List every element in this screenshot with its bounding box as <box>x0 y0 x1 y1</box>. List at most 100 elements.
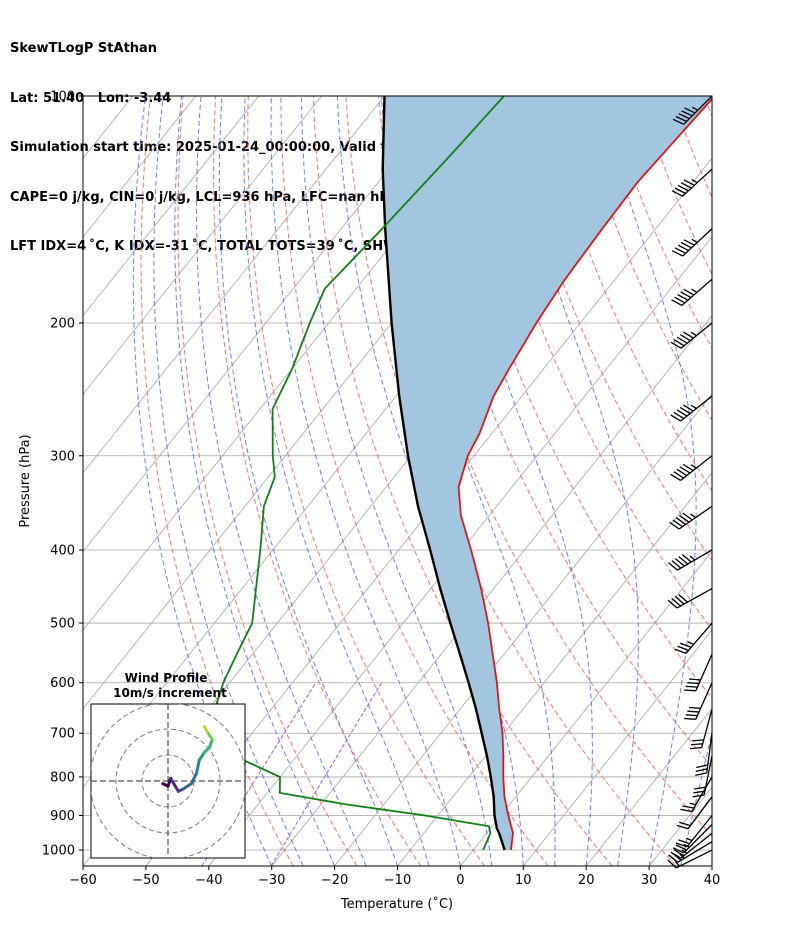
wind-barb-staff <box>682 168 713 197</box>
dry-adiabat-line <box>247 96 485 866</box>
wind-barb-flag <box>669 521 680 530</box>
y-tick-label: 700 <box>50 727 75 742</box>
wind-barb-flag <box>689 746 702 750</box>
isotherm-line <box>585 708 712 866</box>
wind-barb-flag <box>668 562 678 571</box>
dry-adiabat-line <box>140 96 294 866</box>
station-title: SkewTLogP StAthan <box>10 41 158 56</box>
wind-barb <box>670 395 713 422</box>
wind-barb <box>695 733 713 777</box>
x-tick-label: −40 <box>195 873 222 888</box>
y-tick-label: 800 <box>50 770 75 785</box>
wind-barb <box>670 322 713 349</box>
wind-barb-flag <box>672 847 684 854</box>
moist-adiabat-line <box>301 96 493 866</box>
y-axis-label: Pressure (hPa) <box>18 434 33 527</box>
wind-barb-flag <box>679 334 691 342</box>
wind-barb <box>684 653 713 692</box>
wind-barb-flag <box>684 107 696 114</box>
isotherm-line <box>460 550 712 866</box>
x-tick-label: 0 <box>456 873 464 888</box>
wind-barb-flag <box>677 645 689 651</box>
wind-barb-flag <box>676 409 688 417</box>
moist-adiabat-line <box>505 96 639 866</box>
wind-barb-flag <box>677 244 689 252</box>
wind-barb-flag <box>692 739 704 742</box>
wind-barb-flag <box>677 293 689 301</box>
dewpoint-line <box>210 96 505 851</box>
wind-barb-flag <box>671 560 682 569</box>
wind-barb-flag <box>679 642 692 648</box>
wind-barb-half-flag <box>679 853 685 859</box>
mixing-ratio-line <box>201 682 317 866</box>
wind-barb-staff <box>695 653 713 692</box>
wind-barb-flag <box>687 710 700 713</box>
moist-adiabat-line <box>132 96 273 866</box>
wind-barb-staff <box>685 622 713 654</box>
dry-adiabat-line <box>540 96 712 492</box>
hodograph-trace <box>161 724 214 793</box>
isotherm-line <box>648 786 712 866</box>
hodograph-segment <box>182 782 193 791</box>
temperature-line <box>457 97 712 851</box>
wind-barb-flag <box>693 790 706 794</box>
wind-barb-staff <box>677 841 713 863</box>
wind-barb <box>667 587 713 609</box>
x-tick-label: 20 <box>578 873 595 888</box>
wind-barb-half-flag <box>689 555 696 561</box>
wind-barb <box>675 815 713 848</box>
wind-barb-flag <box>680 241 692 249</box>
x-tick-label: 40 <box>704 873 721 888</box>
wind-barb-flag <box>685 714 698 717</box>
wind-barb-half-flag <box>691 106 699 111</box>
wind-barb-flag <box>678 593 688 603</box>
wind-barb-flag <box>670 473 681 482</box>
hodograph-segment <box>197 750 206 762</box>
wind-barb <box>671 278 713 307</box>
wind-barb-flag <box>678 556 689 565</box>
wind-barb-flag <box>675 115 687 123</box>
wind-barb-half-flag <box>690 513 696 519</box>
hodograph-segment <box>195 758 201 775</box>
wind-barb-staff <box>691 776 713 812</box>
dry-adiabat-line <box>671 96 712 199</box>
wind-barb-flag <box>681 554 692 563</box>
isotherm-line <box>271 314 712 866</box>
wind-barb-flag <box>683 239 695 246</box>
wind-barb-staff <box>683 824 713 854</box>
wind-barb-flag <box>667 859 677 869</box>
y-tick-label: 200 <box>50 316 75 331</box>
wind-barb-flag <box>692 794 705 798</box>
dry-adiabat-line <box>770 96 794 866</box>
wind-barb-flag <box>696 764 708 769</box>
wind-barb-flag <box>684 717 696 720</box>
x-axis-label: Temperature (˚C) <box>340 896 453 912</box>
wind-barb-flag <box>678 839 690 845</box>
wind-barb-staff <box>676 587 713 609</box>
hodograph-segment <box>169 776 180 793</box>
dry-adiabat-line <box>280 96 549 866</box>
dry-adiabat-line <box>737 96 794 866</box>
x-tick-label: −60 <box>69 873 96 888</box>
hodograph-subtitle: 10m/s increment <box>113 686 227 700</box>
isotherm-line <box>83 96 322 395</box>
wind-barb-flag <box>670 341 682 349</box>
y-tick-label: 300 <box>50 449 75 464</box>
hodograph-segment <box>205 730 214 741</box>
wind-barb-half-flag <box>690 404 697 410</box>
wind-barb-half-flag <box>690 464 697 469</box>
wind-barb-flag <box>671 597 681 607</box>
wind-barb-flag <box>679 821 691 827</box>
wind-barb-half-flag <box>683 843 690 848</box>
wind-barb-flag <box>676 468 688 477</box>
dry-adiabat-line <box>606 96 712 350</box>
wind-barb-flag <box>671 299 683 307</box>
isotherm-line <box>711 865 712 866</box>
isotherm-line <box>334 393 712 866</box>
moist-adiabat-line <box>270 96 461 866</box>
wind-barb-flag <box>672 118 684 125</box>
wind-barb-half-flag <box>690 331 697 337</box>
wind-barb-staff <box>681 278 713 306</box>
wind-barb-staff <box>706 733 713 773</box>
